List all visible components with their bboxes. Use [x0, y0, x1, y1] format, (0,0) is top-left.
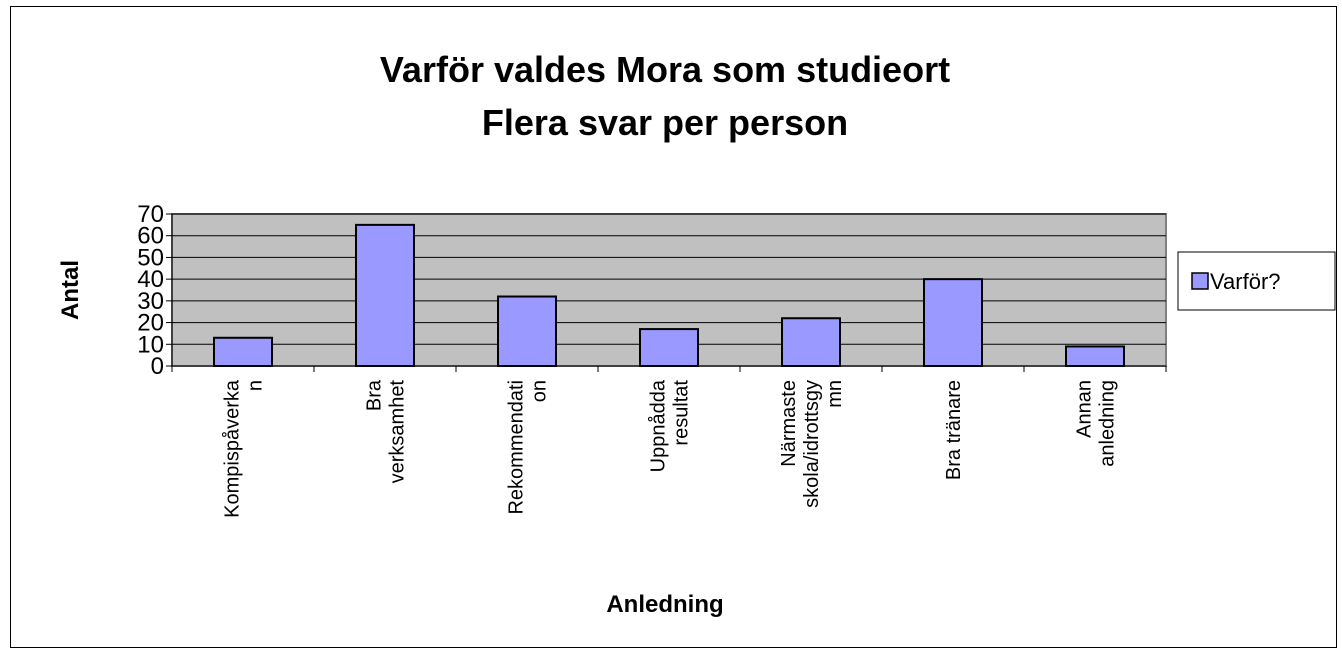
- x-tick-label: Kompispåverkan: [222, 379, 267, 518]
- x-tick-label: Braverksamhet: [364, 379, 409, 483]
- y-tick-label: 10: [137, 331, 164, 358]
- bar: [639, 328, 699, 368]
- bar: [781, 317, 841, 368]
- chart-subtitle: Flera svar per person: [482, 102, 848, 143]
- bar: [497, 295, 557, 367]
- y-tick-label: 70: [137, 201, 164, 228]
- x-tick-label: Annananledning: [1074, 380, 1119, 467]
- y-tick-label: 50: [137, 244, 164, 271]
- bar: [923, 278, 983, 367]
- chart-title: Varför valdes Mora som studieort: [380, 49, 950, 90]
- x-tick-label: Uppnåddaresultat: [648, 379, 693, 472]
- y-axis-label: Antal: [57, 260, 84, 320]
- legend-label: Varför?: [1210, 269, 1281, 294]
- bar: [1065, 345, 1125, 368]
- y-tick-label: 0: [151, 353, 164, 380]
- y-tick-label: 60: [137, 223, 164, 250]
- y-tick-label: 30: [137, 288, 164, 315]
- x-axis-label: Anledning: [606, 591, 723, 618]
- bar: [355, 223, 415, 367]
- legend-swatch: [1191, 272, 1209, 290]
- y-tick-label: 40: [137, 266, 164, 293]
- y-tick-label: 20: [137, 310, 164, 337]
- x-tick-label: Närmasteskola/idrottsgymn: [778, 380, 846, 508]
- x-tick-label: Bra tränare: [943, 380, 965, 480]
- bar: [213, 336, 273, 367]
- x-tick-label: Rekommendation: [506, 380, 551, 515]
